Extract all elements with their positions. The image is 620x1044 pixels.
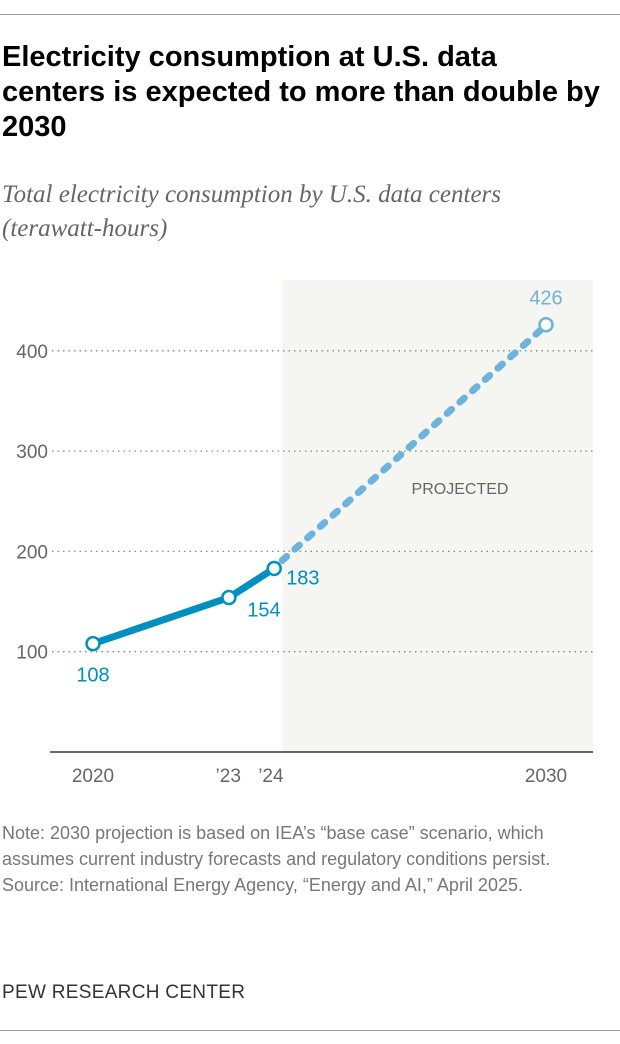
top-rule — [0, 14, 620, 15]
x-tick-label: 2030 — [525, 766, 567, 787]
chart-note: Note: 2030 projection is based on IEA’s … — [2, 823, 551, 869]
data-label: 183 — [286, 567, 319, 589]
data-point — [221, 589, 237, 606]
bottom-rule — [0, 1030, 620, 1031]
data-point — [266, 560, 282, 577]
x-tick-label: ’24 — [258, 766, 284, 787]
y-tick-label: 400 — [16, 342, 48, 363]
data-label: 154 — [247, 600, 280, 622]
data-point — [538, 316, 554, 333]
x-tick-label: 2020 — [72, 766, 114, 787]
chart-title: Electricity consumption at U.S. data cen… — [2, 41, 600, 143]
data-label: 426 — [529, 288, 562, 310]
chart-subtitle: Total electricity consumption by U.S. da… — [2, 181, 501, 242]
pew-logo: PEW RESEARCH CENTER — [2, 982, 246, 1003]
y-tick-label: 300 — [16, 442, 48, 463]
chart-source: Source: International Energy Agency, “En… — [2, 875, 523, 895]
projected-label: PROJECTED — [412, 481, 509, 498]
y-tick-label: 200 — [16, 542, 48, 563]
data-label: 108 — [76, 665, 109, 687]
y-tick-label: 100 — [16, 643, 48, 664]
line-projected — [278, 326, 545, 564]
line-chart: 100 200 300 400 2020 ’23 ’24 2030 PROJECTED 108 15… — [16, 280, 593, 787]
data-point — [85, 635, 101, 652]
x-tick-label: ’23 — [216, 766, 241, 787]
